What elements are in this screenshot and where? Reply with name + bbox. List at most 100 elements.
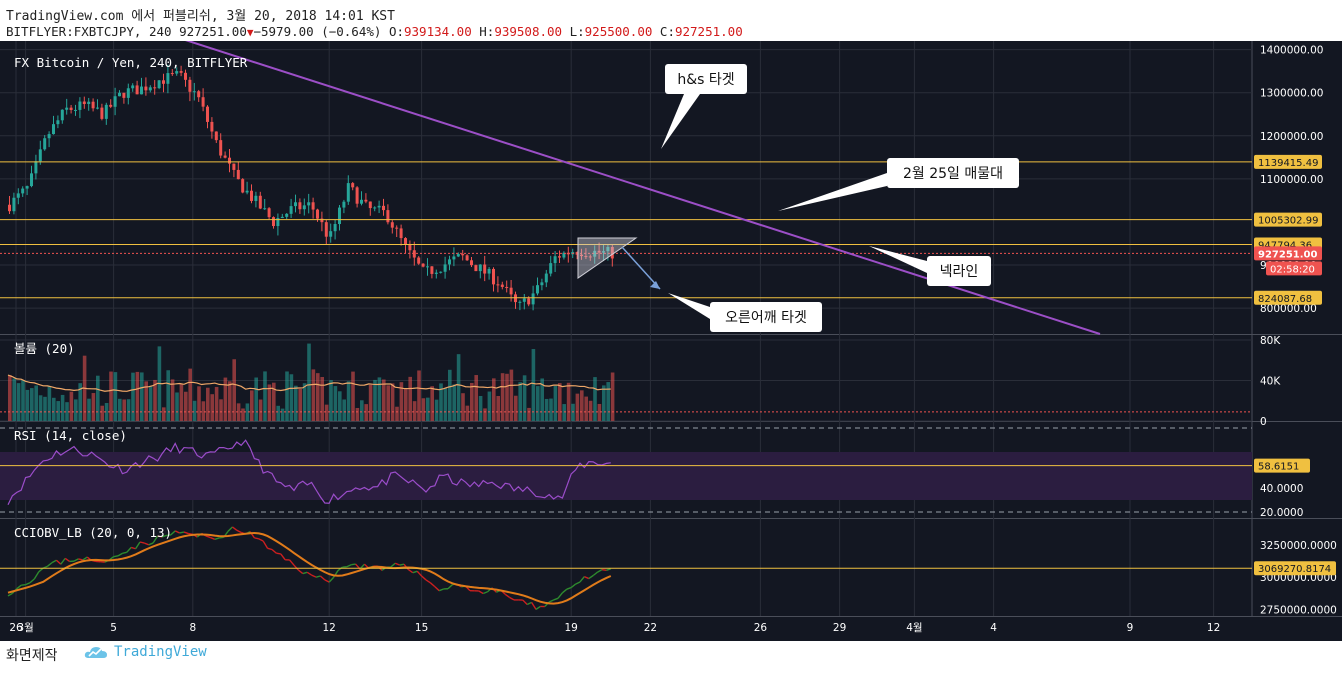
- volume-bar: [109, 371, 113, 421]
- volume-bar: [25, 389, 30, 421]
- callout-pointer: [869, 246, 927, 273]
- volume-bar: [267, 384, 272, 421]
- cci-line-segment: [579, 576, 585, 583]
- candle-body: [549, 263, 553, 274]
- volume-bar: [386, 385, 390, 421]
- open-label: O:: [388, 24, 404, 39]
- callout-box: [710, 302, 822, 332]
- cci-line-segment: [73, 558, 79, 562]
- cci-line-segment: [16, 584, 22, 590]
- volume-bar: [298, 388, 302, 421]
- candle-body: [324, 222, 328, 237]
- candle-body: [258, 195, 262, 209]
- time-tick-label: 29: [833, 622, 846, 634]
- candle-body: [487, 268, 491, 274]
- cci-line-segment: [561, 588, 568, 594]
- candle-body: [373, 207, 377, 209]
- cci-tick-label: 2750000.0000: [1260, 605, 1337, 617]
- triangle-pattern: [577, 237, 638, 279]
- cci-line-segment: [170, 530, 176, 536]
- volume-bar: [553, 385, 558, 421]
- candle-body: [544, 273, 548, 283]
- cci-line-segment: [531, 602, 537, 610]
- price-tick-label: 1300000.00: [1260, 88, 1323, 100]
- candle-body: [465, 255, 469, 261]
- volume-bar: [390, 383, 395, 421]
- cci-line-segment: [227, 526, 233, 532]
- cci-line-segment: [293, 564, 299, 571]
- cci-line-segment: [553, 597, 559, 601]
- volume-bar: [170, 379, 175, 421]
- volume-bar: [8, 375, 12, 421]
- volume-bar: [448, 369, 452, 421]
- volume-bar: [456, 354, 461, 421]
- callout-text: 오른어깨 타겟: [725, 310, 807, 326]
- candle-body: [47, 134, 51, 139]
- volume-bar: [113, 372, 118, 421]
- volume-bar: [474, 375, 478, 421]
- volume-bar: [421, 398, 426, 421]
- cci-line-segment: [315, 575, 321, 578]
- candle-body: [536, 285, 539, 294]
- time-tick-label: 12: [1207, 622, 1220, 634]
- close-value: 927251.00: [674, 24, 743, 39]
- candle-body: [500, 284, 504, 287]
- candle-body: [206, 106, 209, 122]
- candle-body: [100, 107, 104, 119]
- candle-body: [518, 301, 522, 303]
- volume-bar: [430, 386, 434, 421]
- candle-body: [69, 107, 73, 110]
- last-price-tag: [1254, 246, 1322, 261]
- volume-bar: [219, 399, 223, 421]
- candle-body: [30, 173, 33, 187]
- volume-bar: [483, 408, 487, 421]
- candle-body: [338, 207, 341, 225]
- candle-body: [404, 238, 407, 245]
- candle-body: [505, 286, 509, 288]
- level-price-label: 1005302.99: [1258, 216, 1318, 227]
- volume-bar: [210, 394, 214, 421]
- candle-body: [126, 88, 130, 98]
- volume-tick-label: 40K: [1260, 376, 1281, 388]
- candle-body: [188, 79, 192, 92]
- volume-bar: [104, 403, 109, 421]
- candle-body: [584, 256, 588, 258]
- candle-body: [179, 71, 183, 73]
- price-axis-background: [1252, 41, 1342, 641]
- price-pane-title: FX Bitcoin / Yen, 240, BITFLYER: [14, 55, 248, 70]
- cci-line-segment: [394, 562, 400, 566]
- volume-bar: [56, 401, 60, 421]
- cci-line-segment: [557, 592, 563, 599]
- cci-line-segment: [33, 571, 40, 580]
- volume-bar: [241, 408, 245, 421]
- volume-bar: [562, 404, 566, 421]
- cci-line-segment: [144, 542, 150, 546]
- volume-bar: [364, 404, 368, 421]
- candle-body: [170, 73, 174, 75]
- level-price-label: 824087.68: [1258, 294, 1312, 305]
- candle-body: [474, 265, 478, 272]
- candle-body: [250, 190, 253, 201]
- candle-body: [122, 92, 126, 98]
- candle-body: [448, 259, 451, 265]
- candle-body: [580, 254, 583, 257]
- candle-body: [43, 138, 47, 150]
- candle-body: [377, 205, 381, 208]
- candle-body: [558, 256, 561, 258]
- candle-body: [16, 193, 20, 198]
- cci-line-segment: [407, 568, 414, 574]
- cci-line-segment: [262, 540, 269, 549]
- cci-line-segment: [122, 551, 127, 555]
- candle-body: [214, 131, 218, 141]
- rsi-level-label: 58.6151: [1258, 462, 1299, 473]
- cci-line-segment: [566, 586, 572, 590]
- candle-body: [527, 298, 531, 305]
- tradingview-brand[interactable]: TradingView: [84, 644, 207, 660]
- cci-line-segment: [570, 583, 577, 589]
- volume-bar: [285, 371, 289, 421]
- volume-bar: [192, 400, 197, 421]
- candle-body: [355, 187, 359, 204]
- level-price-tag: [1254, 290, 1322, 305]
- candle-body: [285, 213, 289, 217]
